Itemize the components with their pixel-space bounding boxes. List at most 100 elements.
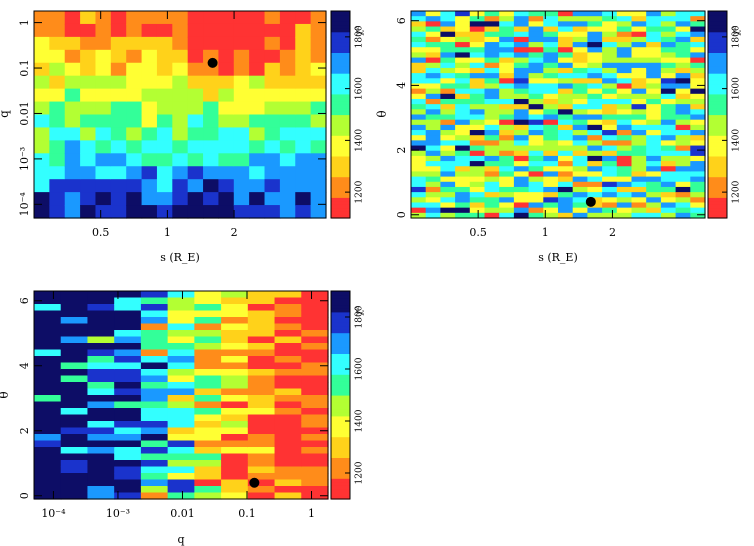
heatmap-cell xyxy=(114,401,142,409)
heatmap-cell xyxy=(455,11,471,17)
heatmap-cell xyxy=(513,42,530,48)
colorbar-segment xyxy=(708,131,727,136)
colorbar-segment xyxy=(331,398,350,403)
heatmap-cell xyxy=(558,16,574,22)
heatmap-cell xyxy=(602,21,618,28)
heatmap-cell xyxy=(587,166,603,173)
heatmap-cell xyxy=(543,109,559,116)
heatmap-cell xyxy=(194,460,222,468)
heatmap-cell xyxy=(60,291,89,299)
heatmap-cell xyxy=(484,83,500,90)
heatmap-cell xyxy=(194,297,222,305)
heatmap-cell xyxy=(114,297,142,305)
heatmap-cell xyxy=(411,47,427,53)
colorbar-segment xyxy=(331,447,350,452)
heatmap-cell xyxy=(455,192,471,198)
heatmap-cell xyxy=(646,114,662,121)
heatmap-cell xyxy=(249,36,266,51)
heatmap-cell xyxy=(440,186,456,193)
heatmap-cell xyxy=(602,11,618,17)
heatmap-cell xyxy=(247,492,276,500)
heatmap-cell xyxy=(587,21,603,28)
heatmap-cell xyxy=(616,78,633,85)
heatmap-cell xyxy=(558,52,574,59)
heatmap-cell xyxy=(646,181,662,188)
heatmap-cell xyxy=(499,11,515,17)
heatmap-cell xyxy=(558,36,574,43)
heatmap-cell xyxy=(690,78,706,85)
heatmap-cell xyxy=(440,130,456,136)
heatmap-cell xyxy=(675,202,691,209)
heatmap-cell xyxy=(274,343,302,351)
heatmap-cell xyxy=(660,109,677,116)
heatmap-cell xyxy=(167,388,195,396)
heatmap-cell xyxy=(455,93,471,100)
heatmap-cell xyxy=(455,161,471,167)
heatmap-cell xyxy=(274,291,302,299)
colorbar-segment xyxy=(708,149,727,154)
heatmap-cell xyxy=(274,479,302,487)
colorbar-segment xyxy=(331,349,350,354)
heatmap-cell xyxy=(660,140,677,147)
heatmap-cell xyxy=(49,153,66,167)
heatmap-cell xyxy=(455,52,471,59)
heatmap-cell xyxy=(558,57,574,64)
heatmap-cell xyxy=(558,73,574,79)
colorbar-segment xyxy=(708,31,727,36)
heatmap-cells xyxy=(34,11,327,219)
heatmap-cell xyxy=(301,434,329,442)
heatmap-cell xyxy=(484,166,500,173)
colorbar-segment xyxy=(331,180,350,185)
heatmap-cell xyxy=(572,11,588,17)
heatmap-cell xyxy=(616,114,633,121)
heatmap-cell xyxy=(572,73,588,79)
heatmap-cell xyxy=(64,49,81,64)
heatmap-cell xyxy=(425,114,441,121)
heatmap-cell xyxy=(114,421,142,429)
heatmap-cell xyxy=(660,31,677,38)
heatmap-cell xyxy=(34,114,50,129)
y-tick-label: 10⁻³ xyxy=(18,147,31,171)
heatmap-cell xyxy=(660,176,677,183)
heatmap-cell xyxy=(602,83,618,90)
heatmap-cell xyxy=(440,31,456,38)
heatmap-cell xyxy=(34,153,50,167)
heatmap-cell xyxy=(425,73,441,79)
heatmap-cell xyxy=(264,205,281,219)
heatmap-cell xyxy=(484,21,500,28)
heatmap-cell xyxy=(95,140,112,154)
heatmap-cell xyxy=(194,434,222,442)
heatmap-cell xyxy=(440,93,456,100)
heatmap-cell xyxy=(558,47,574,53)
heatmap-cell xyxy=(49,127,66,141)
colorbar-segment xyxy=(708,73,727,78)
heatmap-cell xyxy=(60,466,89,474)
colorbar-segment xyxy=(708,104,727,109)
colorbar-segment xyxy=(331,173,350,178)
colorbar-segment xyxy=(331,322,350,327)
heatmap-cell xyxy=(631,161,647,167)
heatmap-cell xyxy=(469,78,486,85)
heatmap-cell xyxy=(221,473,249,481)
heatmap-cell xyxy=(247,408,276,416)
heatmap-cell xyxy=(616,57,633,64)
heatmap-cell xyxy=(455,16,471,22)
heatmap-cell xyxy=(34,447,62,455)
heatmap-cell xyxy=(572,202,588,209)
heatmap-cell xyxy=(167,369,195,377)
heatmap-cell xyxy=(140,375,169,383)
heatmap-cell xyxy=(631,52,647,59)
heatmap-cell xyxy=(690,171,706,178)
heatmap-cell xyxy=(167,362,195,370)
heatmap-cells xyxy=(34,291,329,500)
heatmap-cell xyxy=(301,388,329,396)
heatmap-cell xyxy=(194,310,222,318)
heatmap-cell xyxy=(274,349,302,357)
heatmap-cell xyxy=(455,104,471,110)
colorbar-segment xyxy=(708,204,727,209)
heatmap-cell xyxy=(602,36,618,43)
heatmap-cell xyxy=(279,36,296,51)
heatmap-cell xyxy=(141,127,158,141)
heatmap-cell xyxy=(660,212,677,219)
heatmap-cell xyxy=(194,414,222,422)
